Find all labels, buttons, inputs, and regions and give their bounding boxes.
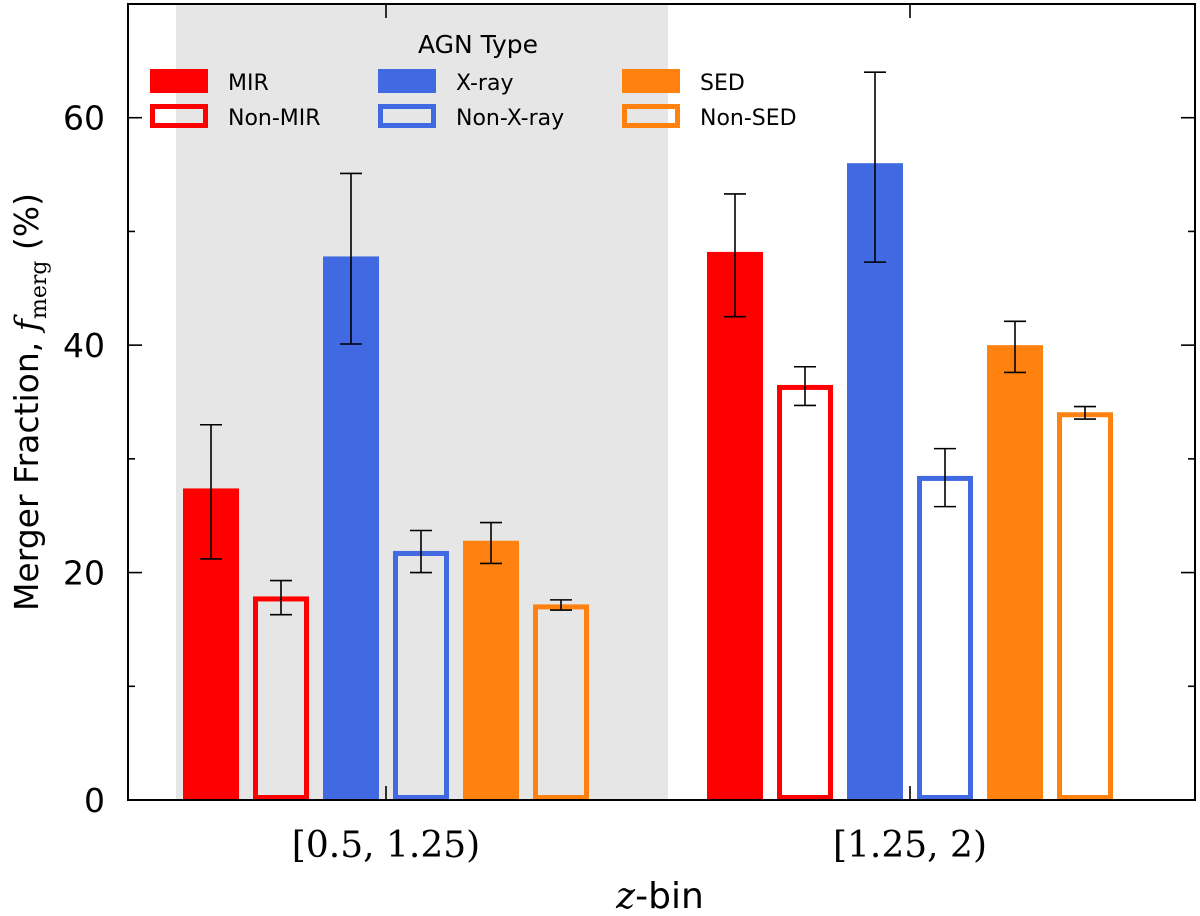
legend-title: AGN Type <box>418 30 538 59</box>
bar-x-ray-2 <box>847 163 903 800</box>
plot-frame <box>127 3 1196 801</box>
error-bar-x-ray-2 <box>864 71 886 263</box>
y-axis-title-text: Merger Fraction, <box>7 331 46 611</box>
x-axis-title-suffix: -bin <box>635 876 704 916</box>
legend-swatch-non-x-ray <box>378 104 436 128</box>
legend-label-sed: SED <box>700 71 745 96</box>
error-bar-sed-1 <box>480 521 502 565</box>
y-axis-title-unit: (%) <box>7 193 46 261</box>
y-axis-title-subscript: merg <box>27 261 52 319</box>
bar-x-ray-1 <box>323 256 379 801</box>
legend-label-x-ray: X-ray <box>456 71 513 96</box>
error-bar-non-mir-1 <box>270 579 292 616</box>
bar-non-mir-2 <box>777 384 833 800</box>
legend-swatch-non-sed <box>622 104 680 128</box>
error-bar-non-x-ray-1 <box>410 529 432 574</box>
legend-swatch-mir <box>150 69 208 93</box>
x-category-label: [0.5, 1.25) <box>292 825 480 866</box>
y-tick-label: 60 <box>63 99 105 138</box>
error-bar-mir-2 <box>724 193 746 318</box>
bar-sed-1 <box>463 540 519 800</box>
legend-label-non-mir: Non-MIR <box>228 106 321 131</box>
legend-item-non-sed: Non-SED <box>622 104 797 131</box>
y-tick-label: 20 <box>63 554 105 593</box>
error-bar-mir-1 <box>200 423 222 560</box>
bar-non-x-ray-2 <box>917 475 973 800</box>
y-axis-title: Merger Fraction, fmerg (%) <box>7 193 52 611</box>
y-tick-label: 0 <box>84 781 105 820</box>
bar-sed-2 <box>987 345 1043 800</box>
x-axis-title: z-bin <box>615 876 704 916</box>
x-axis-title-var: z <box>615 876 636 916</box>
legend-item-x-ray: X-ray <box>378 69 513 96</box>
error-bar-non-mir-2 <box>794 365 816 407</box>
legend-swatch-non-mir <box>150 104 208 128</box>
legend-item-mir: MIR <box>150 69 269 96</box>
legend-swatch-sed <box>622 69 680 93</box>
legend-label-mir: MIR <box>228 71 269 96</box>
error-bar-non-sed-1 <box>550 599 572 611</box>
error-bar-x-ray-1 <box>340 172 362 345</box>
legend-item-non-x-ray: Non-X-ray <box>378 104 564 131</box>
legend-item-sed: SED <box>622 69 745 96</box>
y-tick-label: 40 <box>63 326 105 365</box>
bar-non-sed-2 <box>1057 412 1113 800</box>
bar-mir-2 <box>707 251 763 800</box>
legend-item-non-mir: Non-MIR <box>150 104 321 131</box>
error-bar-non-x-ray-2 <box>934 447 956 508</box>
error-bar-non-sed-2 <box>1074 405 1096 420</box>
x-category-label: [1.25, 2) <box>833 825 987 866</box>
legend-swatch-x-ray <box>378 69 436 93</box>
legend-label-non-sed: Non-SED <box>700 106 797 131</box>
error-bar-sed-2 <box>1004 320 1026 374</box>
legend-label-non-x-ray: Non-X-ray <box>456 106 564 131</box>
